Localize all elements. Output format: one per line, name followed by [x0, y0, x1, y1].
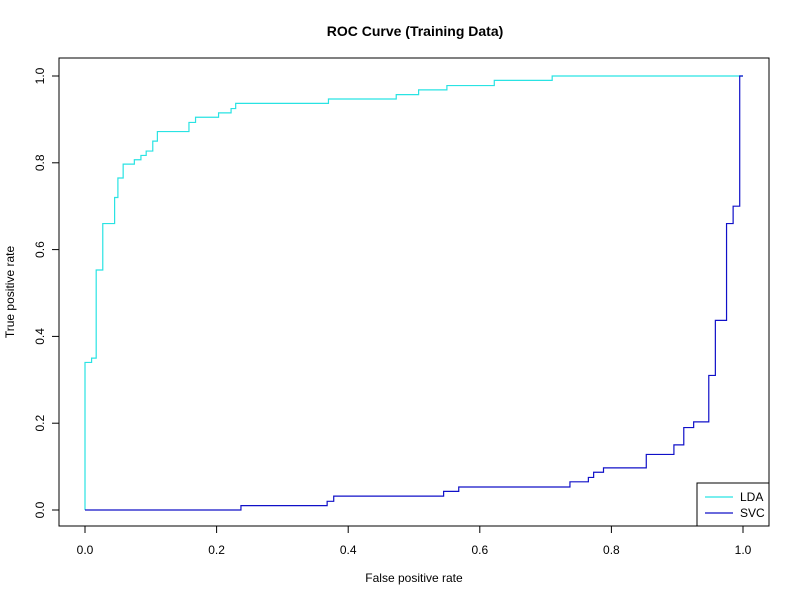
- y-axis: 0.0 0.2 0.4 0.6 0.8 1.0: [33, 67, 60, 518]
- y-tick-label: 0.8: [33, 154, 47, 171]
- x-tick-label: 0.0: [77, 543, 94, 557]
- y-axis-label: True positive rate: [3, 246, 17, 339]
- series-line-svc: [85, 75, 743, 511]
- x-axis: 0.0 0.2 0.4 0.6 0.8 1.0: [77, 525, 752, 557]
- x-tick-label: 0.8: [603, 543, 620, 557]
- y-tick-label: 1.0: [33, 67, 47, 84]
- series-group: [84, 75, 743, 511]
- chart-title: ROC Curve (Training Data): [327, 23, 504, 39]
- x-axis-label: False positive rate: [365, 571, 463, 585]
- series-line-lda: [84, 75, 743, 510]
- x-tick-label: 0.2: [208, 543, 225, 557]
- x-tick-label: 1.0: [735, 543, 752, 557]
- x-tick-label: 0.4: [340, 543, 357, 557]
- y-tick-label: 0.0: [33, 501, 47, 518]
- legend-label-svc: SVC: [740, 506, 765, 520]
- x-tick-label: 0.6: [471, 543, 488, 557]
- y-tick-label: 0.2: [33, 415, 47, 432]
- y-tick-label: 0.4: [33, 328, 47, 345]
- legend-box: [696, 482, 770, 527]
- y-tick-label: 0.6: [33, 241, 47, 258]
- legend-label-lda: LDA: [740, 490, 763, 504]
- legend: LDA SVC: [696, 482, 770, 527]
